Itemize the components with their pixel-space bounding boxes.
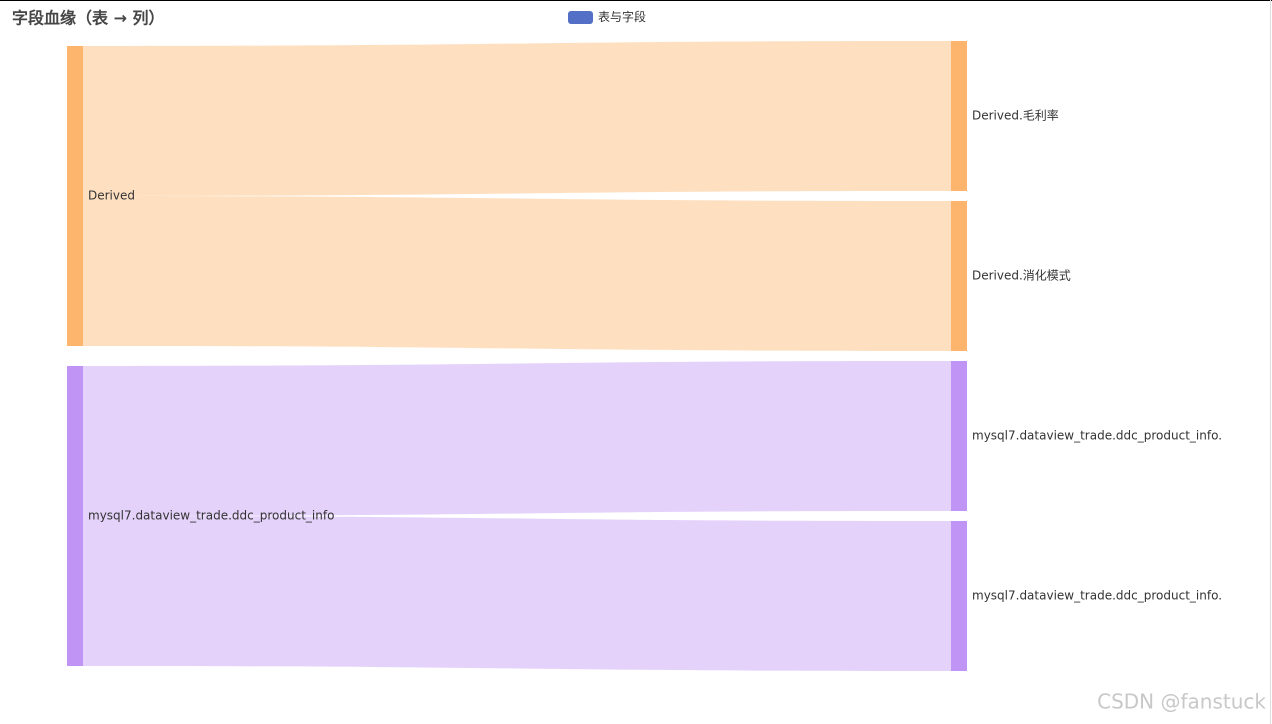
node-label: mysql7.dataview_trade.ddc_product_info. — [972, 429, 1222, 443]
node-label: mysql7.dataview_trade.ddc_product_info. — [972, 589, 1222, 603]
node-label: Derived.消化模式 — [972, 269, 1071, 283]
legend-label[interactable]: 表与字段 — [598, 9, 646, 24]
link — [83, 361, 951, 516]
node — [951, 521, 967, 671]
node — [67, 366, 83, 666]
link — [83, 196, 951, 351]
node-label: mysql7.dataview_trade.ddc_product_info — [88, 509, 334, 523]
watermark: CSDN @fanstuck — [1097, 690, 1266, 714]
node — [67, 46, 83, 346]
node-label: Derived.毛利率 — [972, 108, 1059, 123]
legend-swatch[interactable] — [568, 11, 593, 24]
node — [951, 201, 967, 351]
node — [951, 41, 967, 191]
node-label: Derived — [88, 189, 135, 203]
link — [83, 41, 951, 196]
link — [83, 516, 951, 671]
node — [951, 361, 967, 511]
chart-title: 字段血缘（表 → 列） — [12, 9, 165, 28]
